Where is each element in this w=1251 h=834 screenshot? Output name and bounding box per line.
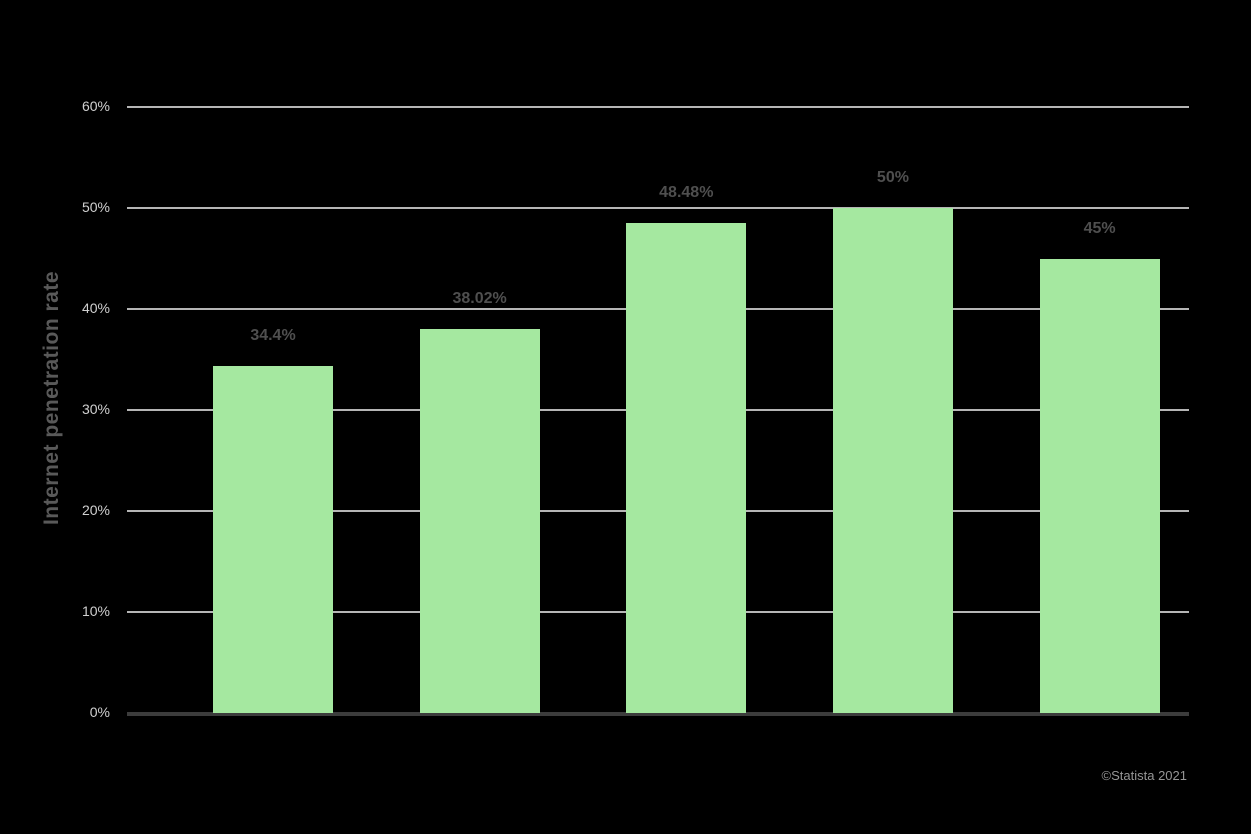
x-axis-line bbox=[127, 712, 1189, 716]
bar bbox=[419, 329, 540, 713]
y-tick-label: 20% bbox=[81, 502, 110, 518]
bar-value-label: 38.02% bbox=[452, 290, 507, 307]
bar bbox=[832, 208, 953, 713]
bar-value-label: 48.48% bbox=[659, 184, 714, 202]
y-tick-label: 30% bbox=[81, 401, 110, 417]
y-tick-label: 60% bbox=[81, 98, 110, 114]
bar-value-label: 34.4% bbox=[250, 326, 296, 344]
bar bbox=[1039, 258, 1160, 713]
bar bbox=[213, 365, 333, 713]
y-tick-label: 40% bbox=[81, 300, 110, 316]
y-tick-label: 0% bbox=[89, 704, 110, 720]
statista-attribution: ©Statista 2021 bbox=[1101, 768, 1187, 783]
bar bbox=[626, 223, 747, 713]
bar-value-label: 45% bbox=[1083, 219, 1116, 237]
y-tick-label: 50% bbox=[81, 199, 110, 215]
y-tick-label: 10% bbox=[81, 603, 110, 619]
gridline bbox=[127, 106, 1189, 108]
bar-value-label: 50% bbox=[876, 169, 909, 186]
gridline bbox=[127, 207, 1189, 209]
plot-area: 0% 10% 20% 30% 40% 50% 60% 34.4% 38.02% 48.48% 50%… bbox=[82, 98, 1189, 720]
